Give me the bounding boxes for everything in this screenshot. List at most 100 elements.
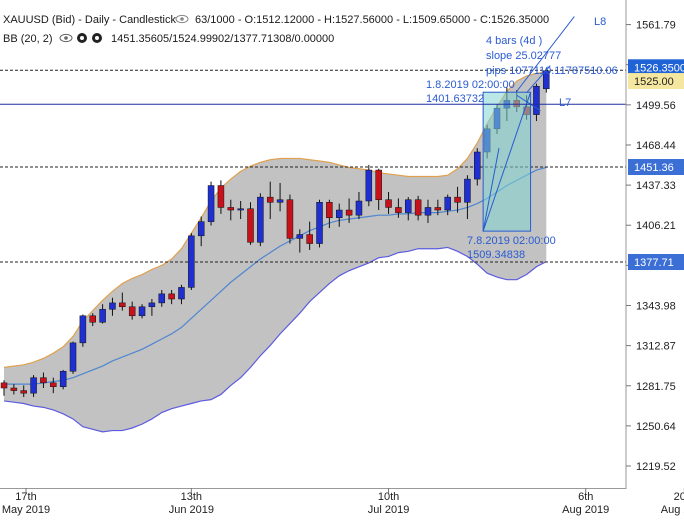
x-tick-day: 17th — [15, 491, 36, 503]
candle-body — [317, 202, 323, 243]
symbol-title: XAUUSD (Bid) - Daily - Candlestick — [3, 14, 176, 26]
candle-body — [188, 236, 194, 288]
x-tick-month: Aug 2019 — [661, 504, 684, 516]
candle — [257, 193, 263, 246]
candle-body — [356, 201, 362, 215]
price-tag-label: 1451.36 — [634, 162, 674, 174]
candle-body — [395, 207, 401, 212]
price-tag-last: 1526.3500 — [628, 59, 684, 75]
bb-indicator-label: BB (20, 2) — [3, 33, 53, 45]
candle-body — [307, 235, 313, 244]
candle-body — [346, 210, 352, 215]
gear-icon[interactable] — [77, 33, 87, 43]
candle-body — [445, 197, 451, 210]
point-a-price: 1401.63732 — [426, 93, 484, 105]
gear-icon[interactable] — [92, 33, 102, 43]
price-tag-label: 1526.3500 — [634, 62, 684, 74]
candle-body — [297, 235, 303, 239]
candle-body — [277, 200, 283, 203]
candle-body — [31, 378, 37, 393]
candle-body — [366, 170, 372, 201]
bb-values: 1451.35605/1524.99902/1377.71308/0.00000 — [111, 33, 334, 45]
x-tick-month: Jul 2019 — [368, 504, 410, 516]
candle-body — [129, 307, 135, 316]
y-tick-label: 1250.64 — [636, 421, 676, 433]
candle-body — [178, 287, 184, 299]
candle-body — [50, 383, 56, 387]
candle-body — [464, 179, 470, 202]
candle-body — [455, 197, 461, 202]
candle-body — [40, 378, 46, 383]
price-tag-level: 1451.36 — [628, 159, 684, 175]
y-tick-label: 1468.44 — [636, 140, 676, 152]
candle — [80, 314, 86, 346]
candle-body — [159, 294, 165, 303]
x-tick-day: 6th — [578, 491, 593, 503]
candle-body — [218, 186, 224, 208]
candle-body — [326, 202, 332, 217]
candle — [70, 342, 76, 374]
candle-body — [208, 186, 214, 222]
candle — [188, 233, 194, 290]
point-a-date: 1.8.2019 02:00:00 — [426, 79, 515, 91]
x-tick-month: Jun 2019 — [169, 504, 214, 516]
candle-body — [109, 303, 115, 309]
candle — [317, 200, 323, 248]
candle-body — [11, 388, 17, 391]
y-tick-label: 1343.98 — [636, 300, 676, 312]
range-info-label: 4 bars (4d ) — [486, 35, 542, 47]
candle-body — [139, 307, 145, 316]
candle-body — [198, 222, 204, 236]
x-tick-day: 20th — [674, 491, 684, 503]
y-tick-label: 1281.75 — [636, 381, 676, 393]
candle-body — [70, 343, 76, 371]
y-tick-label: 1499.56 — [636, 100, 676, 112]
x-tick-day: 10th — [378, 491, 399, 503]
candle-body — [425, 207, 431, 215]
candle — [208, 182, 214, 226]
candle-body — [149, 303, 155, 307]
price-tag-bid: 1525.00 — [628, 73, 684, 89]
y-tick-label: 1406.21 — [636, 220, 676, 232]
candle-body — [376, 170, 382, 200]
y-tick-label: 1437.33 — [636, 180, 676, 192]
candle-body — [287, 200, 293, 239]
candle-body — [228, 207, 234, 210]
price-tag-label: 1377.71 — [634, 257, 674, 269]
y-tick-label: 1561.79 — [636, 20, 676, 32]
candle — [287, 195, 293, 244]
ohlc-readout: 63/1000 - O:1512.12000 - H:1527.56000 - … — [195, 14, 549, 26]
candle-body — [248, 209, 254, 243]
candle-body — [1, 383, 7, 388]
candle-body — [336, 210, 342, 218]
candle-body — [100, 309, 106, 322]
price-tag-label: 1525.00 — [634, 76, 674, 88]
candle-body — [119, 303, 125, 307]
x-tick-day: 13th — [181, 491, 202, 503]
x-tick-month: May 2019 — [2, 504, 50, 516]
candle-body — [435, 207, 441, 210]
line-label-l7: L7 — [559, 97, 571, 109]
candle-body — [80, 316, 86, 343]
line-label-l8: L8 — [594, 16, 606, 28]
candle — [248, 202, 254, 245]
price-tags: 1526.3500 1525.00 1451.36 1377.71 — [628, 59, 684, 270]
candle-body — [90, 316, 96, 322]
x-tick-month: Aug 2019 — [562, 504, 609, 516]
candle-body — [386, 200, 392, 208]
candle-body — [415, 200, 421, 215]
y-tick-label: 1219.52 — [636, 461, 676, 473]
slope-label: slope 25.02777 — [486, 50, 561, 62]
candle-body — [267, 197, 273, 202]
candle-body — [60, 371, 66, 386]
price-tag-level: 1377.71 — [628, 254, 684, 270]
candle-body — [474, 152, 480, 179]
candle — [366, 165, 372, 206]
candle-body — [169, 294, 175, 299]
point-b-price: 1509.34838 — [467, 249, 525, 261]
candle-body — [238, 209, 244, 210]
pips-label: pips 1077110.11787510.06 — [486, 65, 618, 77]
